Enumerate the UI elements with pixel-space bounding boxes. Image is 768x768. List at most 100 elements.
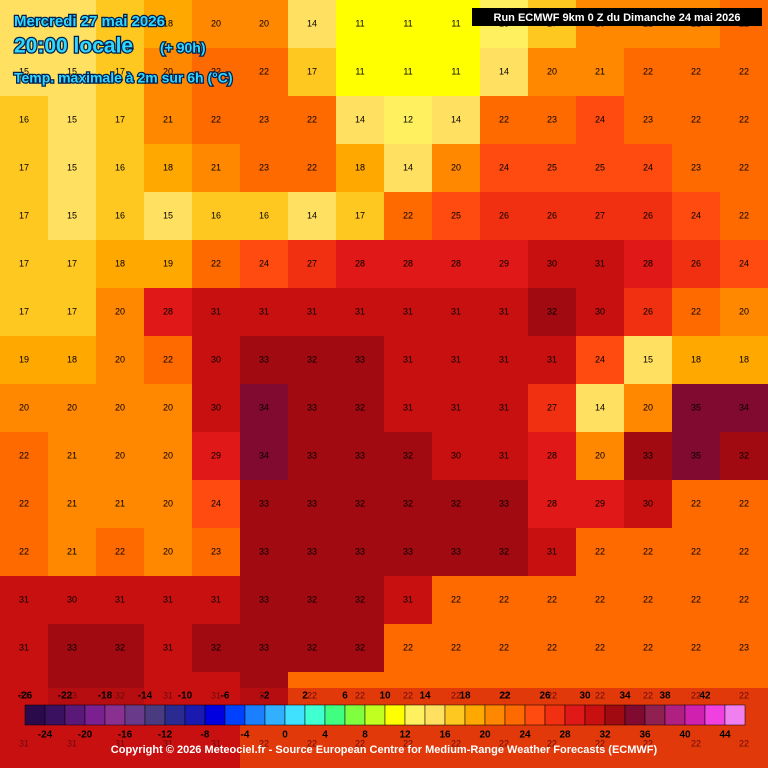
- temp-value: 12: [403, 114, 413, 124]
- temp-value: 18: [739, 354, 749, 364]
- temp-value: 20: [163, 546, 173, 556]
- temp-cell: [144, 240, 192, 288]
- lead-time: (+ 90h): [160, 40, 206, 56]
- temp-value: 27: [547, 402, 557, 412]
- temp-value: 20: [115, 402, 125, 412]
- temp-cell: [48, 576, 96, 624]
- temp-value: 24: [691, 210, 701, 220]
- scale-swatch: [544, 704, 566, 726]
- temp-value: 20: [547, 66, 557, 76]
- temp-value: 22: [307, 114, 317, 124]
- temp-value: 33: [259, 354, 269, 364]
- temp-value: 33: [307, 498, 317, 508]
- temp-cell: [720, 576, 768, 624]
- temp-cell: [0, 624, 48, 672]
- scale-swatch: [384, 704, 406, 726]
- temp-value: 16: [115, 162, 125, 172]
- scale-swatch: [424, 704, 446, 726]
- temp-cell: [0, 576, 48, 624]
- temp-cell: [624, 480, 672, 528]
- temp-value: 33: [355, 354, 365, 364]
- temp-cell: [240, 192, 288, 240]
- temp-cell: [96, 624, 144, 672]
- temp-value: 32: [499, 546, 509, 556]
- temp-value: 31: [499, 306, 509, 316]
- temp-cell: [672, 624, 720, 672]
- temp-value: 30: [643, 498, 653, 508]
- temp-value: 16: [19, 114, 29, 124]
- scale-label: 28: [559, 730, 571, 741]
- temp-value: 35: [691, 402, 701, 412]
- temp-cell: [288, 144, 336, 192]
- scale-swatch: [684, 704, 706, 726]
- temp-cell: [576, 480, 624, 528]
- temp-value: 22: [595, 642, 605, 652]
- scale-swatch: [244, 704, 266, 726]
- temp-cell: [336, 384, 384, 432]
- temp-cell: [144, 96, 192, 144]
- temp-cell: [528, 432, 576, 480]
- temp-value: 25: [451, 210, 461, 220]
- scale-label: -20: [78, 730, 93, 741]
- temp-cell: [288, 0, 336, 48]
- temp-value: 31: [355, 306, 365, 316]
- temp-cell: [0, 192, 48, 240]
- run-info: Run ECMWF 9km 0 Z du Dimanche 24 mai 202…: [494, 12, 741, 24]
- temp-value: 22: [739, 210, 749, 220]
- scale-label: -26: [18, 691, 33, 702]
- temp-value: 21: [67, 546, 77, 556]
- temp-value: 30: [547, 258, 557, 268]
- temp-cell: [288, 48, 336, 96]
- temp-cell: [144, 336, 192, 384]
- temp-value: 22: [595, 594, 605, 604]
- temp-cell: [288, 336, 336, 384]
- scale-swatch: [44, 704, 66, 726]
- temp-cell: [96, 336, 144, 384]
- temp-cell: [384, 192, 432, 240]
- scale-label: 18: [459, 691, 471, 702]
- temp-cell: [240, 96, 288, 144]
- temp-cell: [576, 288, 624, 336]
- temp-cell: [48, 480, 96, 528]
- temp-cell: [96, 432, 144, 480]
- temp-value: 32: [451, 498, 461, 508]
- temp-cell: [672, 336, 720, 384]
- scale-swatch: [404, 704, 426, 726]
- temp-cell: [336, 432, 384, 480]
- temp-value: 22: [19, 450, 29, 460]
- temp-cell: [720, 624, 768, 672]
- temp-value: 14: [403, 162, 413, 172]
- temp-cell: [192, 384, 240, 432]
- temp-value: 20: [595, 450, 605, 460]
- temp-value: 23: [691, 162, 701, 172]
- temp-value: 31: [211, 306, 221, 316]
- scale-swatch: [564, 704, 586, 726]
- temp-value: 30: [67, 594, 77, 604]
- temp-value: 30: [451, 450, 461, 460]
- temp-cell: [672, 48, 720, 96]
- scale-label: 32: [599, 730, 611, 741]
- scale-swatch: [644, 704, 666, 726]
- scale-swatch: [144, 704, 166, 726]
- temp-value: 22: [691, 498, 701, 508]
- temp-value: 32: [211, 642, 221, 652]
- scale-label: 38: [659, 691, 671, 702]
- temp-value: 31: [115, 594, 125, 604]
- temp-cell: [384, 0, 432, 48]
- temp-cell: [432, 336, 480, 384]
- temp-cell: [672, 480, 720, 528]
- temp-value: 34: [259, 402, 269, 412]
- temp-cell: [288, 192, 336, 240]
- temp-value: 22: [211, 66, 221, 76]
- temp-cell: [672, 192, 720, 240]
- temp-value: 15: [67, 210, 77, 220]
- temp-value: 22: [307, 162, 317, 172]
- scale-label: 4: [322, 730, 328, 741]
- scale-label: -10: [178, 691, 193, 702]
- temp-value: 17: [307, 66, 317, 76]
- temp-value: 19: [19, 354, 29, 364]
- temp-cell: [576, 576, 624, 624]
- temp-value: 32: [547, 306, 557, 316]
- temp-cell: [576, 48, 624, 96]
- temp-value: 14: [307, 210, 317, 220]
